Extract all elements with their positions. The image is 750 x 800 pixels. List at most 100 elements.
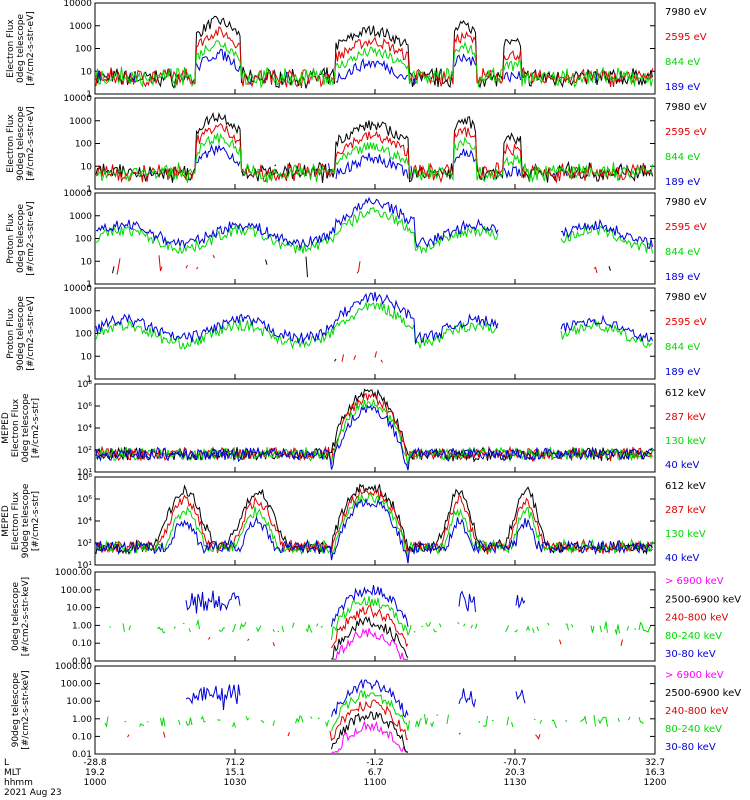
y-axis-label: [#/cm2-s-str] xyxy=(31,491,41,551)
panel-5: 10¹ 10² 10⁴ 10⁶ 10⁸ MEPED Electron Flux 0deg te… xyxy=(1,380,706,478)
footer-mlt-value: 6.7 xyxy=(368,768,382,778)
legend-entry: 287 keV xyxy=(665,412,706,423)
footer-row-label: MLT xyxy=(4,768,22,778)
y-tick-label: 1.00 xyxy=(72,621,92,631)
y-tick-label: 10 xyxy=(81,162,93,172)
legend-entry: 240-800 keV xyxy=(665,613,729,624)
legend-entry: 7980 eV xyxy=(665,197,707,208)
series-trace-blue xyxy=(185,678,526,718)
y-axis-label: 90deg telescope xyxy=(11,672,21,747)
y-tick-label: 10 xyxy=(81,352,93,362)
footer-mlt-value: 15.1 xyxy=(225,768,245,778)
legend-entry: 612 keV xyxy=(665,481,706,492)
y-tick-label: 10² xyxy=(77,539,92,549)
y-axis-label: Electron Flux xyxy=(11,491,21,550)
footer-mlt-value: 19.2 xyxy=(85,768,105,778)
y-tick-label: 1.00 xyxy=(72,715,92,725)
legend-entry: 287 keV xyxy=(665,505,706,516)
y-tick-label: 1000 xyxy=(69,117,92,127)
panel-frame xyxy=(94,665,656,755)
legend-entry: 130 keV xyxy=(665,529,706,540)
y-tick-label: 10000 xyxy=(63,94,92,104)
panel-7: 0.01 0.10 1.00 10.00 100.00 1000.00 0deg teles… xyxy=(11,568,741,667)
y-axis-label: [#/cm2-s-str-eV] xyxy=(26,106,36,181)
y-axis-label: Electron Flux xyxy=(11,398,21,457)
series-trace-green xyxy=(105,691,653,731)
legend-entry: 189 eV xyxy=(665,82,700,93)
y-tick-label: 1000.00 xyxy=(55,662,92,672)
y-axis-label: [#/cm2-s-str-eV] xyxy=(26,201,36,276)
y-tick-label: 10⁶ xyxy=(77,402,92,412)
footer-hhmm-value: 1200 xyxy=(644,778,667,788)
series-trace-red xyxy=(117,255,638,275)
legend-entry: 30-80 keV xyxy=(665,649,716,660)
y-tick-label: 10⁸ xyxy=(77,473,92,483)
legend-entry: 2595 eV xyxy=(665,127,707,138)
y-axis-label: [#/cm2-s-str-eV] xyxy=(26,296,36,371)
panel-8: 0.01 0.10 1.00 10.00 100.00 1000.00 90deg tele… xyxy=(11,662,741,760)
series-trace-black xyxy=(331,616,409,660)
legend-entry: 844 eV xyxy=(665,152,700,163)
y-tick-label: 10⁸ xyxy=(77,380,92,390)
y-axis-label: Electron Flux xyxy=(6,114,16,173)
series-trace-green xyxy=(95,207,653,255)
legend-entry: 612 keV xyxy=(665,388,706,399)
y-axis-label: [#/cm2-s-str-keV] xyxy=(21,577,31,656)
y-tick-label: 1 xyxy=(86,280,92,290)
y-tick-label: 10⁴ xyxy=(77,517,92,527)
legend-entry: 189 eV xyxy=(665,177,700,188)
y-axis-label: Electron Flux xyxy=(6,19,16,78)
series-trace-black xyxy=(335,359,635,370)
panel-frame xyxy=(94,192,656,285)
y-tick-label: 1000 xyxy=(69,22,92,32)
footer-l-value: -28.8 xyxy=(83,758,107,768)
legend-entry: 2500-6900 keV xyxy=(665,594,741,605)
series-trace-green xyxy=(95,300,653,350)
footer-mlt-value: 16.3 xyxy=(645,768,665,778)
series-trace-blue xyxy=(185,585,526,627)
legend-entry: 7980 eV xyxy=(665,292,707,303)
legend-entry: 7980 eV xyxy=(665,7,707,18)
series-trace-black xyxy=(331,711,409,753)
legend-entry: 189 eV xyxy=(665,272,700,283)
y-tick-label: 1 xyxy=(86,375,92,385)
y-tick-label: 10.00 xyxy=(66,604,92,614)
y-tick-label: 100 xyxy=(75,235,92,245)
y-tick-label: 1000.00 xyxy=(55,568,92,578)
y-tick-label: 1 xyxy=(86,185,92,195)
footer-row-label: 2021 Aug 23 xyxy=(4,788,62,798)
panel-frame xyxy=(94,287,656,380)
y-tick-label: 0.01 xyxy=(72,750,92,760)
series-trace-green xyxy=(95,493,653,563)
series-trace-green xyxy=(109,596,652,640)
footer-hhmm-value: 1000 xyxy=(84,778,107,788)
y-axis-label: 0deg telescope xyxy=(11,582,21,652)
y-tick-label: 10 xyxy=(81,257,93,267)
series-trace-black xyxy=(95,111,653,183)
series-trace-red xyxy=(342,351,629,364)
legend-entry: 844 eV xyxy=(665,57,700,68)
footer-l-value: 71.2 xyxy=(225,758,245,768)
legend-entry: 80-240 keV xyxy=(665,631,722,642)
y-tick-label: 10.00 xyxy=(66,697,92,707)
y-tick-label: 10000 xyxy=(63,284,92,294)
footer-hhmm-value: 1100 xyxy=(364,778,387,788)
y-tick-label: 100 xyxy=(75,140,92,150)
y-axis-label: MEPED xyxy=(1,505,11,537)
series-trace-blue xyxy=(95,404,653,471)
series-trace-red xyxy=(95,487,653,564)
series-trace-blue xyxy=(95,196,653,251)
y-tick-label: 10 xyxy=(81,67,93,77)
y-tick-label: 1000 xyxy=(69,307,92,317)
y-axis-label: [#/cm2-s-str-eV] xyxy=(26,11,36,86)
y-axis-label: [#/cm2-s-str-keV] xyxy=(21,670,31,749)
series-trace-red xyxy=(209,606,653,648)
y-tick-label: 10¹ xyxy=(77,561,92,571)
legend-entry: 40 keV xyxy=(665,460,699,471)
series-trace-green xyxy=(95,399,653,471)
panel-6: 10¹ 10² 10⁴ 10⁶ 10⁸ MEPED Electron Flux 90deg t… xyxy=(1,473,706,571)
series-trace-black xyxy=(113,257,650,278)
legend-entry: 2595 eV xyxy=(665,32,707,43)
series-trace-green xyxy=(95,40,653,89)
y-tick-label: 10² xyxy=(77,446,92,456)
